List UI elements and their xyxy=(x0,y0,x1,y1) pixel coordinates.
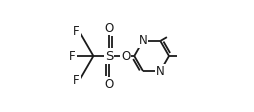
Text: O: O xyxy=(104,22,114,34)
Text: N: N xyxy=(139,34,147,47)
Text: F: F xyxy=(73,25,80,38)
Text: O: O xyxy=(121,50,131,62)
Text: F: F xyxy=(73,74,80,87)
Text: F: F xyxy=(69,50,76,62)
Text: N: N xyxy=(156,65,165,78)
Text: O: O xyxy=(104,78,114,90)
Text: S: S xyxy=(105,50,113,62)
